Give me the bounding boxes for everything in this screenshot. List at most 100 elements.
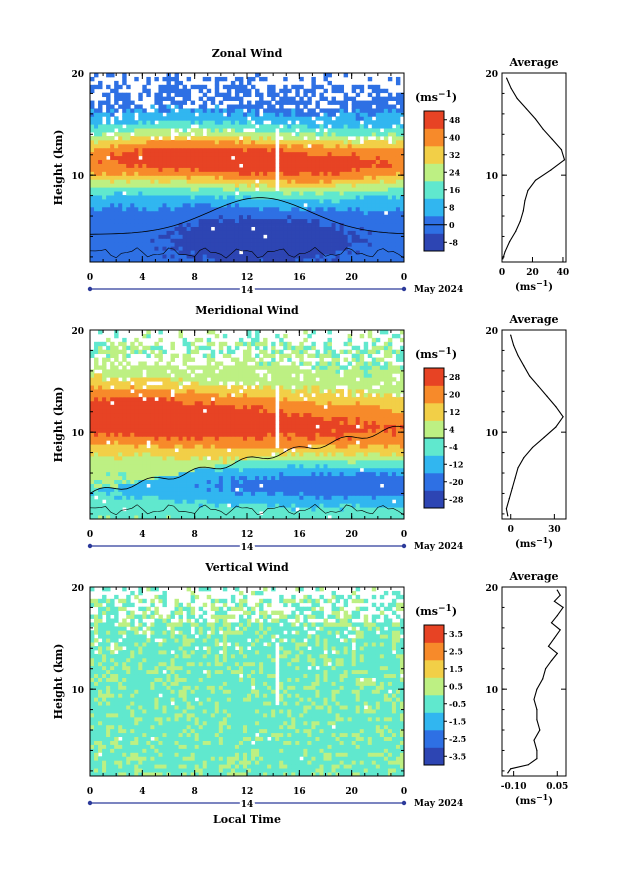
heatmap-cell [170, 202, 175, 208]
heatmap-cell [182, 499, 188, 504]
heatmap-cell [90, 175, 95, 180]
heatmap-cell [299, 116, 304, 121]
heatmap-cell [238, 444, 244, 449]
heatmap-cell [323, 147, 328, 153]
heatmap-cell [299, 183, 304, 188]
heatmap-cell [106, 191, 111, 196]
heatmap-cell [399, 483, 405, 488]
heatmap-cell [399, 467, 405, 473]
heatmap-cell [347, 226, 353, 231]
heatmap-cell [218, 238, 224, 243]
heatmap-cell [303, 479, 308, 484]
heatmap-cell [218, 171, 224, 176]
heatmap-cell [98, 463, 103, 469]
heatmap-cell [182, 487, 188, 492]
heatmap-cell [351, 479, 357, 484]
heatmap-cell [162, 471, 167, 477]
heatmap-cell [242, 155, 248, 161]
heatmap-cell [303, 155, 308, 161]
heatmap-cell [154, 112, 159, 117]
heatmap-cell [279, 222, 284, 227]
heatmap-cell [170, 151, 175, 157]
heatmap-cell [311, 108, 316, 113]
heatmap-cell [347, 214, 353, 220]
heatmap-cell [371, 124, 377, 129]
heatmap-cell [315, 254, 320, 259]
heatmap-cell [106, 84, 111, 90]
heatmap-cell [311, 250, 316, 255]
heatmap-cell [387, 246, 393, 251]
heatmap-cell [371, 206, 377, 212]
heatmap-cell [182, 463, 188, 469]
heatmap-cell [319, 206, 324, 212]
heatmap-cell [291, 218, 296, 224]
heatmap-cell [182, 128, 188, 133]
heatmap-cell [319, 124, 324, 129]
heatmap-cell [106, 238, 111, 243]
heatmap-cell [387, 444, 393, 449]
heatmap-cell [343, 499, 349, 504]
heatmap-cell [210, 479, 216, 484]
heatmap-cell [238, 258, 244, 263]
heatmap-cell [267, 183, 272, 188]
heatmap-cell [279, 139, 284, 145]
heatmap-cell [114, 440, 119, 445]
heatmap-cell [114, 222, 119, 227]
heatmap-cell [315, 202, 320, 208]
heatmap-cell [206, 143, 212, 149]
colorbar-band [424, 181, 444, 199]
heatmap-cell [138, 108, 143, 113]
heatmap-cell [110, 250, 115, 255]
heatmap-cell [150, 163, 155, 168]
heatmap-cell [202, 258, 208, 263]
heatmap-cell [222, 136, 228, 141]
heatmap-cell [158, 218, 163, 224]
heatmap-cell [194, 139, 200, 145]
heatmap-cell [279, 475, 284, 481]
heatmap-cell [359, 155, 365, 161]
heatmap-cell [355, 238, 361, 243]
heatmap-cell [343, 187, 349, 192]
heatmap-cell [331, 238, 336, 243]
profile-point [509, 241, 511, 243]
heatmap-cell [247, 136, 252, 141]
heatmap-cell [319, 155, 324, 161]
heatmap-cell [347, 191, 353, 196]
heatmap-cell [351, 452, 357, 457]
heatmap-cell [271, 479, 276, 484]
heatmap-cell [118, 155, 123, 161]
heatmap-cell [190, 179, 196, 184]
heatmap-cell [214, 459, 220, 465]
heatmap-cell [259, 491, 264, 496]
heatmap-cell [102, 163, 107, 168]
heatmap-cell [327, 503, 332, 508]
heatmap-cell [363, 452, 369, 457]
heatmap-cell [343, 234, 349, 239]
heatmap-cell [347, 459, 353, 465]
heatmap-cell [279, 487, 284, 492]
heatmap-cell [279, 230, 284, 235]
heatmap-cell [323, 167, 328, 172]
heatmap-cell [343, 104, 349, 109]
heatmap-cell [367, 258, 373, 263]
heatmap-cell [202, 254, 208, 259]
heatmap-cell [162, 147, 167, 153]
heatmap-cell [331, 171, 336, 176]
heatmap-cell [150, 463, 155, 469]
heatmap-cell [271, 503, 276, 508]
heatmap-cell [367, 452, 373, 457]
heatmap-cell [214, 187, 220, 192]
heatmap-cell [110, 230, 115, 235]
heatmap-cell [166, 234, 171, 239]
heatmap-cell [154, 222, 159, 227]
heatmap-cell [98, 147, 103, 153]
heatmap-cell [371, 100, 377, 105]
heatmap-cell [247, 456, 252, 461]
heatmap-cell [247, 222, 252, 227]
heatmap-cell [279, 258, 284, 263]
heatmap-cell [331, 199, 336, 204]
heatmap-cell [122, 456, 127, 461]
heatmap-cell [190, 463, 196, 469]
heatmap-cell [130, 187, 135, 192]
heatmap-cell [315, 448, 320, 453]
